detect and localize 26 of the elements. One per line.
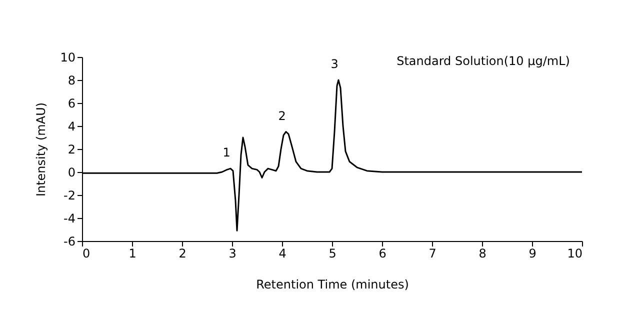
annotation: Standard Solution(10 μg/mL) (396, 54, 570, 68)
x-tick-label: 0 (82, 246, 90, 260)
y-tick-label: -4 (64, 212, 76, 226)
x-tick-label: 7 (428, 246, 436, 260)
x-tick-label: 2 (178, 246, 186, 260)
annotation: 1 (222, 146, 230, 160)
annotation: 3 (330, 57, 338, 71)
x-tick-label: 10 (567, 246, 582, 260)
y-tick-label: 4 (68, 120, 76, 134)
x-tick-label: 5 (328, 246, 336, 260)
x-tick-label: 8 (478, 246, 486, 260)
y-axis-title: Intensity (mAU) (34, 102, 48, 197)
x-axis-title: Retention Time (minutes) (256, 278, 409, 292)
y-tick-label: 0 (68, 166, 76, 180)
annotation: 2 (278, 108, 286, 123)
y-tick-label: 10 (60, 50, 76, 64)
y-tick-label: 2 (68, 142, 76, 156)
x-tick-label: 1 (128, 246, 136, 260)
x-tick-label: 9 (528, 246, 536, 260)
y-tick-label: -2 (64, 188, 76, 202)
y-tick-label: 8 (68, 74, 76, 88)
x-tick-label: 3 (228, 246, 236, 260)
x-tick-label: 6 (378, 246, 386, 260)
x-tick-label: 4 (278, 246, 286, 260)
y-tick-label: 6 (68, 96, 76, 110)
y-tick-label: -6 (64, 234, 76, 248)
